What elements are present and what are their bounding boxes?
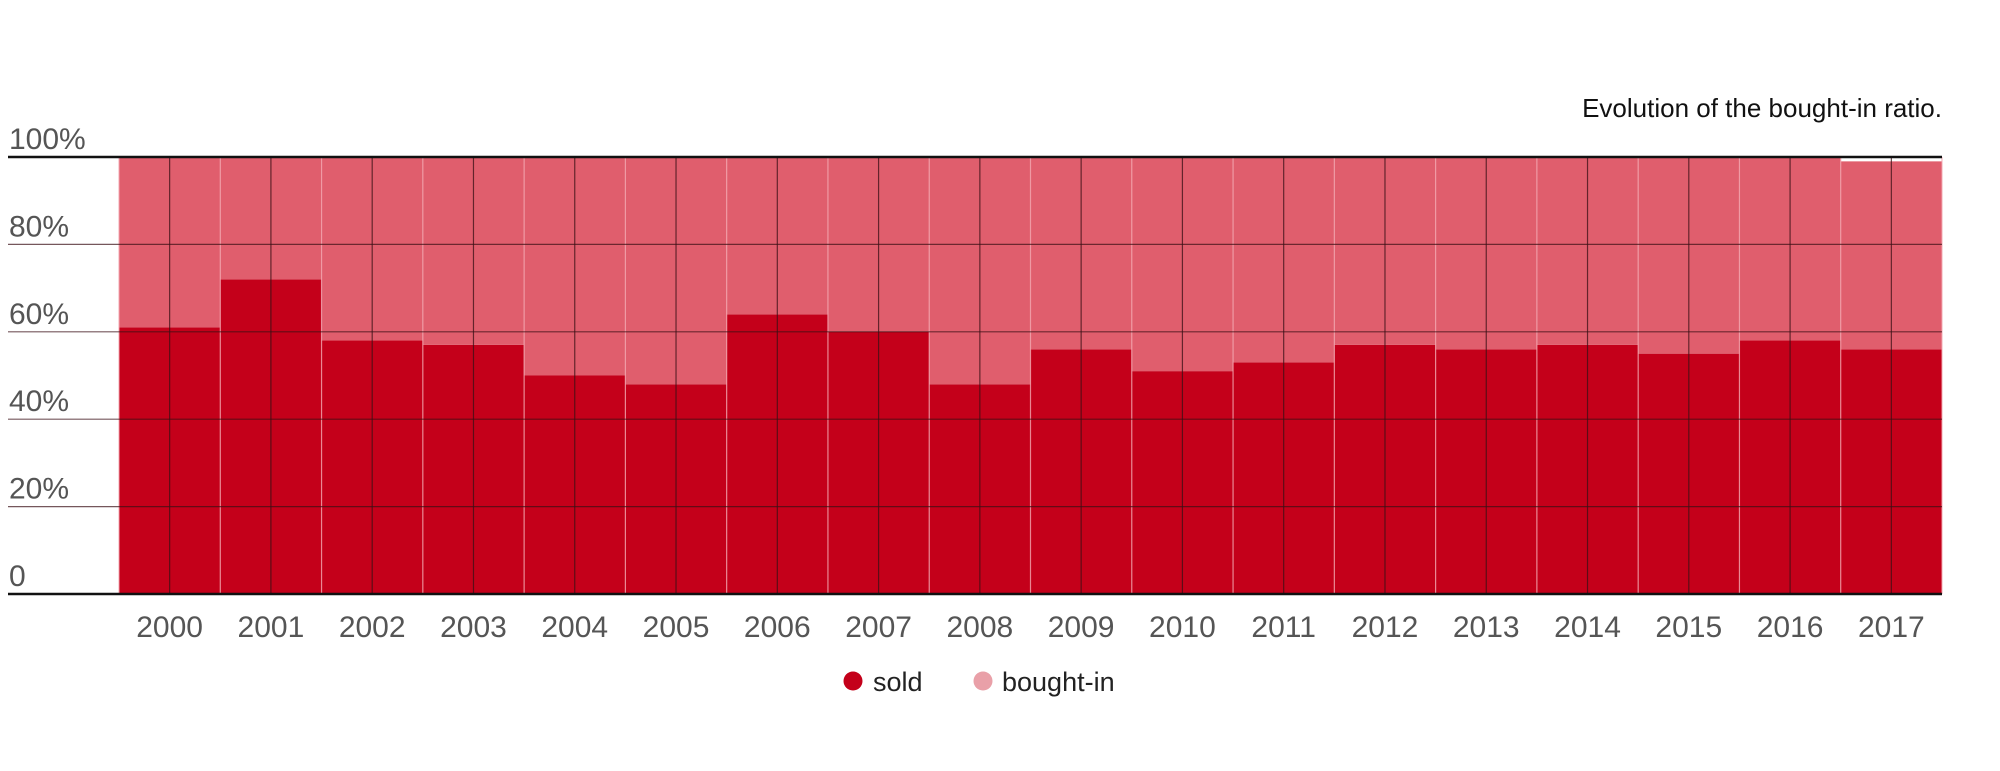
y-tick-label: 100%: [9, 123, 86, 156]
x-tick-label: 2012: [1352, 611, 1419, 644]
y-tick-label: 40%: [9, 385, 69, 418]
chart-title: Evolution of the bought-in ratio.: [1582, 93, 1942, 123]
y-axis-ticks: 0 20% 40% 60% 80% 100%: [9, 123, 86, 593]
grid: [8, 155, 1943, 596]
x-tick-label: 2003: [440, 611, 507, 644]
y-tick-label: 0: [9, 560, 26, 593]
legend-swatch-bought-in: [973, 671, 993, 691]
x-tick-label: 2014: [1554, 611, 1621, 644]
legend-label-sold: sold: [873, 667, 923, 697]
x-tick-label: 2009: [1048, 611, 1115, 644]
y-tick-label: 20%: [9, 473, 69, 506]
legend-swatch-sold: [843, 671, 863, 691]
x-tick-label: 2008: [946, 611, 1013, 644]
legend-label-bought-in: bought-in: [1002, 667, 1115, 697]
x-tick-label: 2010: [1149, 611, 1216, 644]
x-tick-label: 2001: [238, 611, 305, 644]
x-tick-label: 2007: [845, 611, 912, 644]
x-tick-label: 2017: [1858, 611, 1925, 644]
x-tick-label: 2011: [1251, 611, 1316, 644]
y-tick-label: 80%: [9, 210, 69, 243]
legend: sold bought-in: [843, 667, 1115, 697]
x-tick-label: 2005: [643, 611, 710, 644]
x-tick-label: 2015: [1655, 611, 1722, 644]
y-tick-label: 60%: [9, 298, 69, 331]
x-tick-label: 2004: [541, 611, 608, 644]
x-tick-label: 2006: [744, 611, 811, 644]
x-axis-ticks: 2000 2001 2002 2003 2004 2005 2006 2007 2008 2009…: [136, 611, 1924, 644]
x-tick-label: 2000: [136, 611, 203, 644]
x-tick-label: 2013: [1453, 611, 1520, 644]
x-tick-label: 2002: [339, 611, 406, 644]
x-tick-label: 2016: [1757, 611, 1824, 644]
